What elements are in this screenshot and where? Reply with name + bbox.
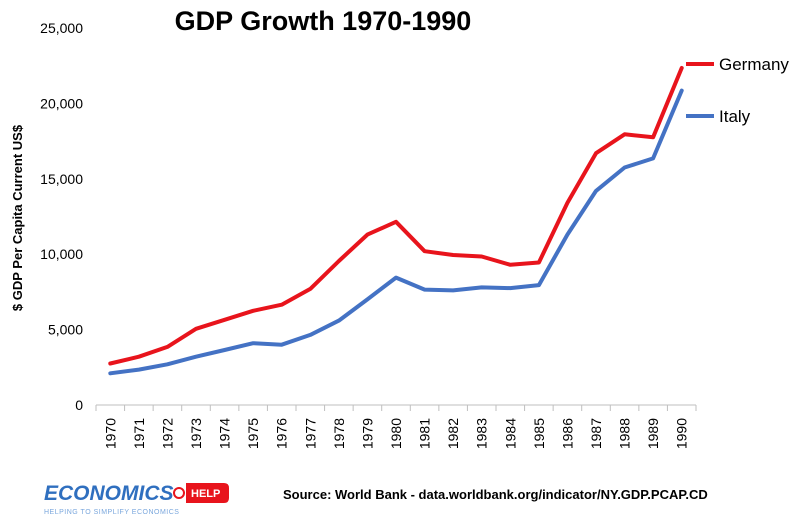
x-tick-label: 1971: [131, 418, 147, 449]
y-tick-label: 20,000: [40, 95, 83, 111]
series-line-italy: [108, 88, 684, 376]
x-tick-label: 1980: [388, 418, 404, 449]
y-tick-label: 10,000: [40, 246, 83, 262]
x-tick-label: 1988: [617, 418, 633, 449]
x-tick-label: 1977: [302, 418, 318, 449]
brand-badge-shape: [186, 483, 229, 503]
source-text: Source: World Bank - data.worldbank.org/…: [283, 487, 708, 502]
y-tick-label: 15,000: [40, 171, 83, 187]
brand-badge-text: HELP: [191, 488, 220, 500]
x-tick-label: 1970: [102, 418, 118, 449]
brand-tagline: HELPING TO SIMPLIFY ECONOMICS: [44, 509, 179, 516]
x-tick-label: 1978: [331, 418, 347, 449]
x-tick-label: 1979: [359, 418, 375, 449]
x-tick-label: 1972: [159, 418, 175, 449]
legend-label-germany: Germany: [719, 55, 789, 74]
x-tick-label: 1987: [588, 418, 604, 449]
x-tick-label: 1974: [217, 418, 233, 449]
series-line-germany: [108, 66, 684, 366]
brand-dot-icon: [173, 487, 185, 499]
x-tick-label: 1982: [445, 418, 461, 449]
x-tick-label: 1984: [502, 418, 518, 449]
x-tick-label: 1973: [188, 418, 204, 449]
x-tick-label: 1989: [645, 418, 661, 449]
y-tick-label: 5,000: [48, 322, 83, 338]
series-layer: [108, 66, 684, 376]
x-tick-label: 1985: [531, 418, 547, 449]
x-tick-label: 1986: [559, 418, 575, 449]
economics-help-logo: ECONOMICS HELP HELPING TO SIMPLIFY ECONO…: [44, 482, 229, 516]
x-tick-label: 1981: [417, 418, 433, 449]
legend-label-italy: Italy: [719, 107, 751, 126]
x-tick-label: 1990: [674, 418, 690, 449]
brand-name: ECONOMICS: [44, 482, 174, 505]
y-tick-label: 0: [75, 397, 83, 413]
x-tick-label: 1976: [274, 418, 290, 449]
y-axis-ticks: 0 5,000 10,000 15,000 20,000 25,000: [40, 20, 83, 413]
x-tick-label: 1975: [245, 418, 261, 449]
y-tick-label: 25,000: [40, 20, 83, 36]
y-axis-label: $ GDP Per Capita Current US$: [10, 124, 25, 311]
legend: Germany Italy: [686, 55, 789, 126]
x-axis-ticks: 1970 1971 1972 1973 1974 1975 1976 1977 1978 1979…: [95, 405, 697, 449]
chart-title: GDP Growth 1970-1990: [175, 6, 472, 36]
x-tick-label: 1983: [474, 418, 490, 449]
